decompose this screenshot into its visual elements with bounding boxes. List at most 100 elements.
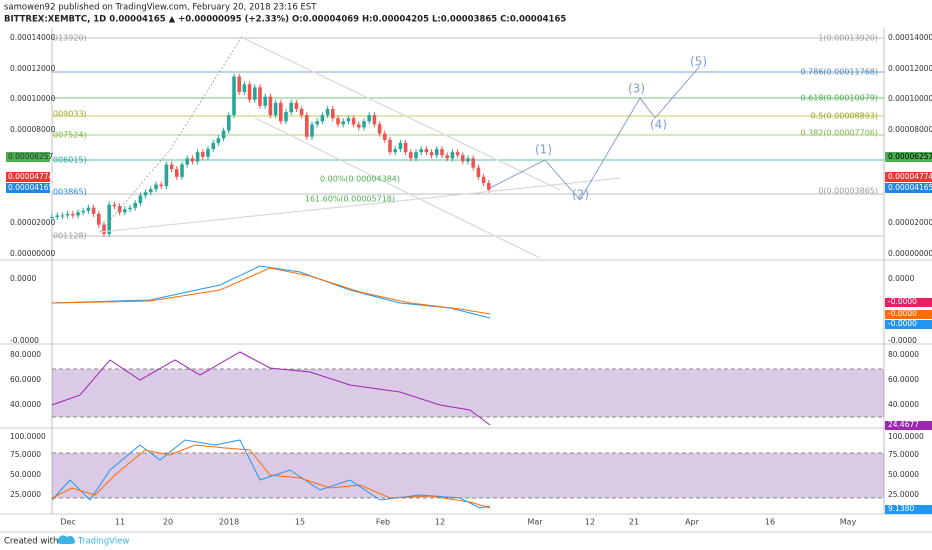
macd-badge: -0.0000 bbox=[888, 309, 917, 318]
candle bbox=[112, 204, 117, 207]
pane-borders bbox=[0, 28, 932, 515]
candle bbox=[315, 121, 319, 125]
candle bbox=[143, 192, 148, 196]
candle bbox=[133, 203, 137, 208]
candle bbox=[154, 184, 158, 190]
candle bbox=[268, 96, 273, 116]
price-badge: 0.00004774 bbox=[8, 172, 54, 181]
candle bbox=[341, 121, 345, 125]
candle bbox=[471, 158, 475, 168]
candle bbox=[190, 158, 195, 162]
candle bbox=[164, 164, 169, 187]
candle bbox=[76, 212, 80, 216]
candle bbox=[383, 133, 387, 140]
price-badge: 0.00006257 bbox=[888, 152, 932, 161]
candle bbox=[424, 149, 429, 153]
candle bbox=[227, 115, 231, 131]
badge bbox=[885, 320, 932, 329]
date-label: May bbox=[840, 518, 857, 527]
date-axis: Dec 11 20 2018 15 Feb 12 Mar 12 21 Apr 16 May bbox=[60, 518, 856, 527]
candle bbox=[232, 76, 236, 116]
date-label: 12 bbox=[435, 518, 445, 527]
candle bbox=[102, 224, 106, 234]
candle bbox=[377, 124, 382, 134]
price-tick: 0.00000000 bbox=[10, 249, 56, 258]
candle bbox=[445, 155, 449, 159]
candle bbox=[263, 96, 267, 106]
rsi-tick: 40.0000 bbox=[10, 400, 41, 409]
stoch-tick: 50.0000 bbox=[888, 470, 919, 479]
stoch-badge: 9.1380 bbox=[888, 504, 914, 513]
macd-badge: -0.0000 bbox=[888, 297, 917, 306]
left-labels: 013920) 009033) 007524) 006015) 003865) … bbox=[53, 34, 87, 241]
candle bbox=[128, 207, 132, 210]
fib-left: 003865) bbox=[53, 188, 87, 197]
macd-tick: -0.0000 bbox=[10, 336, 39, 345]
stoch-tick: 100.0000 bbox=[10, 432, 46, 441]
candle bbox=[60, 215, 65, 217]
candle bbox=[97, 213, 101, 225]
macd-tick: 0.0000 bbox=[10, 274, 36, 283]
fib-left: 009033) bbox=[53, 110, 87, 119]
candle bbox=[180, 164, 184, 177]
candle bbox=[273, 102, 278, 116]
candle bbox=[284, 112, 288, 122]
footer: Created with bbox=[4, 537, 58, 547]
badge bbox=[885, 298, 932, 307]
price-badge: 0.00004165 bbox=[888, 183, 932, 192]
candle bbox=[346, 118, 351, 122]
date-label: 20 bbox=[163, 518, 173, 527]
candle bbox=[117, 206, 122, 213]
candle bbox=[253, 87, 257, 100]
candle bbox=[294, 102, 299, 109]
candle bbox=[149, 189, 153, 193]
candle bbox=[372, 115, 377, 125]
candle bbox=[258, 87, 262, 106]
wave-label: (2) bbox=[572, 188, 589, 202]
candle bbox=[123, 209, 127, 213]
fib-label: 0(0.00003865) bbox=[818, 187, 878, 196]
candle bbox=[206, 149, 210, 157]
candle bbox=[50, 216, 54, 218]
price-tick: 0.00008000 bbox=[10, 125, 56, 134]
candle bbox=[481, 176, 486, 184]
candle bbox=[435, 149, 439, 156]
candle bbox=[450, 152, 455, 159]
candle bbox=[299, 108, 304, 116]
header: samowen92 published on TradingView.com, … bbox=[4, 3, 317, 13]
brand: TradingView bbox=[77, 537, 129, 547]
candle bbox=[216, 138, 221, 143]
stoch-tick: 50.0000 bbox=[10, 470, 41, 479]
price-tick: 0.00010000 bbox=[10, 94, 56, 103]
fib-label: 0.382(0.00007706) bbox=[801, 129, 879, 138]
date-label: 12 bbox=[585, 518, 595, 527]
candle bbox=[71, 213, 75, 216]
rsi-tick: 40.0000 bbox=[888, 400, 919, 409]
stoch-tick: 100.0000 bbox=[888, 432, 924, 441]
candle bbox=[185, 158, 189, 165]
fib-left: 006015) bbox=[53, 156, 87, 165]
drawn-lines bbox=[99, 34, 701, 259]
price-tick: 0.00010000 bbox=[888, 94, 932, 103]
ticker: BITTREX:XEMBTC, 1D 0.00004165 ▲ +0.00000… bbox=[4, 15, 566, 25]
candle bbox=[237, 76, 241, 92]
candle bbox=[65, 213, 70, 216]
price-tick: 0.00000000 bbox=[888, 249, 932, 258]
candle bbox=[159, 184, 163, 187]
price-tick: 0.00012000 bbox=[888, 64, 932, 73]
fib-left: 007524) bbox=[53, 131, 87, 140]
stoch-band bbox=[52, 453, 884, 498]
badge bbox=[885, 505, 932, 514]
fib-left: 001128) bbox=[53, 232, 87, 241]
candle bbox=[221, 130, 226, 139]
price-axis: 0.00014000 0.00012000 0.00010000 0.00008… bbox=[6, 33, 932, 258]
candle bbox=[336, 118, 340, 125]
candle bbox=[289, 102, 293, 113]
date-label: 21 bbox=[629, 518, 639, 527]
candle bbox=[476, 167, 481, 177]
macd-tick: 0.0000 bbox=[888, 274, 914, 283]
rsi-tick: 80.0000 bbox=[10, 350, 41, 359]
badge bbox=[885, 152, 932, 162]
